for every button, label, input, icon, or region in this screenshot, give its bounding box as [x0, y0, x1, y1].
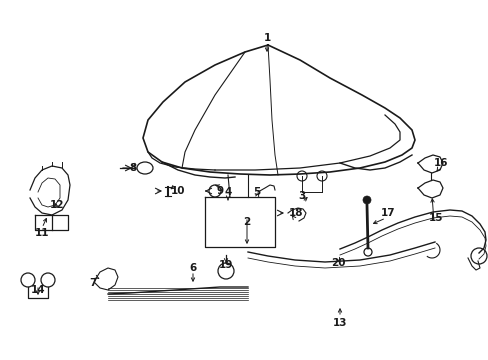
Text: 15: 15: [428, 213, 442, 223]
Text: 16: 16: [433, 158, 447, 168]
Text: 8: 8: [129, 163, 136, 173]
Text: 11: 11: [35, 228, 49, 238]
Text: 18: 18: [288, 208, 303, 218]
Circle shape: [362, 196, 370, 204]
Text: 10: 10: [170, 186, 185, 196]
Text: 4: 4: [224, 187, 231, 197]
Text: 14: 14: [31, 285, 45, 295]
Text: 20: 20: [330, 258, 345, 268]
Text: 12: 12: [50, 200, 64, 210]
Text: 3: 3: [298, 191, 305, 201]
Text: 2: 2: [243, 217, 250, 227]
Text: 7: 7: [89, 278, 97, 288]
Text: 17: 17: [380, 208, 394, 218]
Text: 19: 19: [218, 260, 233, 270]
Text: 13: 13: [332, 318, 346, 328]
Text: 5: 5: [253, 187, 260, 197]
Text: 9: 9: [216, 186, 223, 196]
Text: 1: 1: [263, 33, 270, 43]
Text: 6: 6: [189, 263, 196, 273]
